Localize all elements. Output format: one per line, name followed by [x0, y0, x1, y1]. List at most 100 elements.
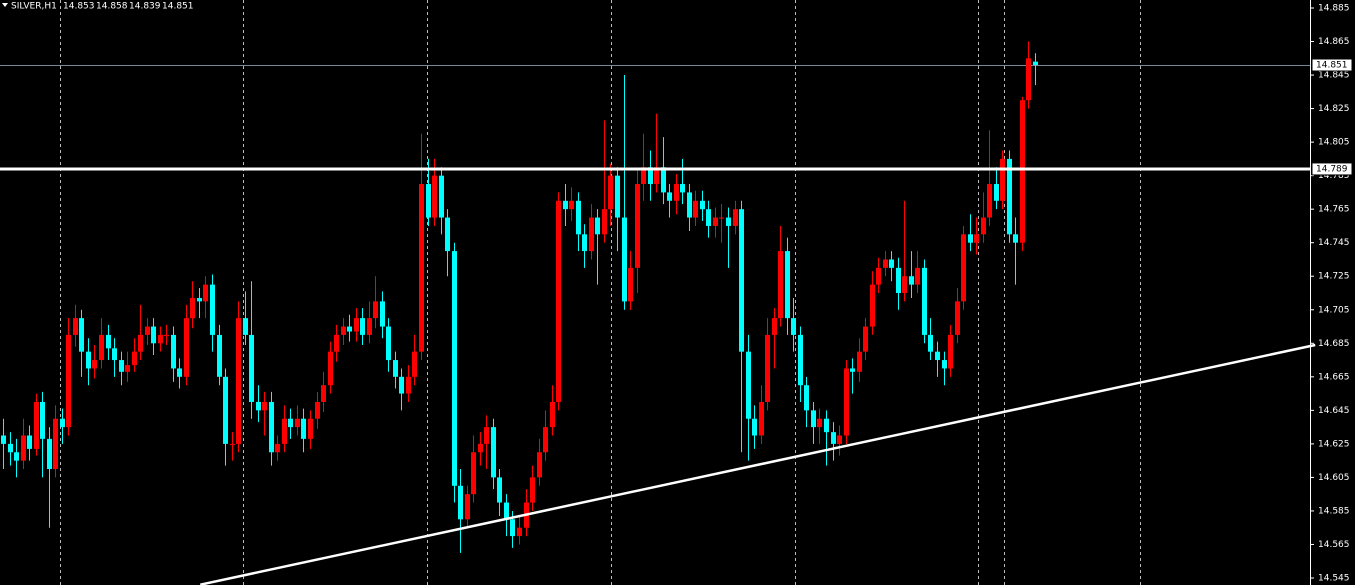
candle-body — [269, 401, 274, 453]
candle-body — [138, 334, 143, 352]
candle-body — [706, 209, 711, 226]
candle-body — [576, 200, 581, 235]
candle-body — [177, 368, 182, 377]
candle-body — [145, 326, 150, 335]
candle-body — [295, 418, 300, 428]
candle-body — [406, 376, 411, 394]
candle-body — [615, 175, 620, 218]
y-tick-label: 14.785 — [1318, 171, 1350, 181]
candle-body — [517, 527, 522, 537]
candle-body — [132, 351, 137, 366]
candle-body — [850, 368, 855, 372]
candle-body — [922, 267, 927, 335]
header-close: 14.851 — [162, 2, 194, 12]
candle-body — [79, 318, 84, 352]
candle-body — [99, 334, 104, 361]
candle-body — [622, 217, 627, 302]
candle-body — [674, 184, 679, 201]
candle-body — [772, 318, 777, 335]
candle-body — [909, 276, 914, 285]
candle-body — [282, 418, 287, 444]
candle-body — [733, 209, 738, 226]
y-tick-label: 14.825 — [1318, 104, 1350, 114]
candle-body — [798, 334, 803, 386]
candle-body — [497, 477, 502, 503]
candle-body — [746, 351, 751, 419]
candle-body — [582, 234, 587, 252]
candle-body — [484, 427, 489, 444]
candle-body — [373, 301, 378, 319]
candle-body — [837, 435, 842, 444]
candle-body — [386, 326, 391, 361]
candle-body — [243, 318, 248, 335]
candle-body — [230, 443, 235, 445]
candle-body — [648, 167, 653, 185]
price-label-box — [1311, 58, 1353, 72]
price-label: 14.851 — [1316, 61, 1348, 71]
candle-body — [883, 259, 888, 268]
candle-body — [106, 334, 111, 349]
candle-body — [328, 351, 333, 386]
candle-body — [236, 318, 241, 444]
candle-body — [687, 192, 692, 218]
candle-body — [987, 184, 992, 218]
candle-body — [439, 175, 444, 218]
candle-body — [889, 259, 894, 268]
candle-body — [589, 217, 594, 252]
candle-body — [504, 502, 509, 520]
candle-body — [968, 234, 973, 243]
candle-body — [994, 184, 999, 201]
candle-body — [569, 200, 574, 210]
candle-body — [47, 438, 52, 470]
candle-body — [164, 334, 169, 336]
header-open: 14.853 — [63, 2, 95, 12]
candle-body — [27, 435, 32, 449]
candle-body — [759, 401, 764, 436]
candle-body — [334, 334, 339, 352]
candle-body — [700, 200, 705, 210]
candle-body — [608, 175, 613, 210]
candle-body — [347, 326, 352, 332]
candle-body — [445, 217, 450, 252]
y-tick-label: 14.865 — [1318, 37, 1350, 47]
candle-body — [14, 452, 19, 461]
candle-body — [73, 318, 78, 335]
candle-body — [158, 334, 163, 344]
y-tick-label: 14.885 — [1318, 4, 1350, 14]
candle-body — [380, 301, 385, 327]
candle-body — [831, 432, 836, 444]
y-tick-label: 14.665 — [1318, 372, 1350, 382]
candle-body — [1007, 158, 1012, 235]
candle-body — [190, 298, 195, 319]
candle-body — [288, 418, 293, 428]
candle-body — [811, 410, 816, 428]
candle-body — [1020, 100, 1025, 243]
candle-body — [151, 326, 156, 344]
candle-body — [778, 251, 783, 319]
candle-body — [661, 167, 666, 193]
candle-body — [635, 184, 640, 268]
header-high: 14.858 — [96, 2, 128, 12]
price-label: 14.789 — [1316, 164, 1348, 174]
header-arrow — [2, 3, 8, 7]
candle-body — [21, 435, 26, 461]
candle-body — [86, 351, 91, 369]
candle-body — [948, 334, 953, 369]
y-tick-label: 14.725 — [1318, 272, 1350, 282]
candle-body — [184, 318, 189, 377]
candle-body — [785, 251, 790, 319]
candle-body — [981, 217, 986, 235]
candle-body — [595, 217, 600, 235]
candle-body — [452, 251, 457, 486]
candle-body — [223, 376, 228, 444]
candle-body — [961, 234, 966, 302]
candle-body — [471, 452, 476, 495]
candle-body — [693, 200, 698, 218]
candle-body — [602, 209, 607, 235]
y-tick-label: 14.565 — [1318, 540, 1350, 550]
candle-body — [412, 351, 417, 377]
candle-body — [53, 418, 58, 470]
candle-body — [896, 267, 901, 293]
header-low: 14.839 — [129, 2, 161, 12]
